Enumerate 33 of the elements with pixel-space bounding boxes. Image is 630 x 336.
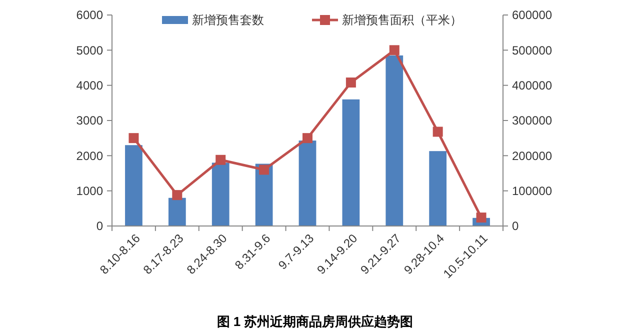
point [476, 212, 486, 223]
y2-tick-label: 200000 [512, 148, 552, 163]
point [216, 154, 226, 165]
bar [429, 151, 447, 226]
point [389, 45, 400, 56]
y-tick-label: 0 [96, 219, 104, 234]
bar [342, 99, 360, 226]
y2-tick-label: 100000 [512, 184, 552, 198]
y2-tick-label: 500000 [512, 43, 552, 58]
point [172, 190, 182, 200]
bar [168, 198, 186, 226]
point [432, 126, 443, 137]
point [259, 164, 270, 175]
text: 图 1 苏州近期商品房周供应趋势图 [216, 314, 414, 329]
y2-tick-label: 400000 [512, 78, 552, 93]
bar [386, 55, 404, 226]
y-tick-label: 3000 [76, 114, 104, 128]
y-tick-label: 1000 [76, 184, 104, 198]
y2-tick-label: 600000 [512, 8, 552, 22]
y-tick-label: 5000 [76, 43, 104, 58]
point [128, 133, 139, 144]
y-tick-label: 6000 [76, 8, 104, 22]
legend-label: 新增预售套数 [192, 13, 264, 28]
y-tick-label: 2000 [76, 148, 104, 163]
bar [125, 145, 142, 226]
bar [212, 162, 230, 226]
legend-label: 新增预售面积（平米） [342, 13, 462, 28]
point [302, 133, 312, 144]
y-tick-label: 4000 [76, 78, 104, 93]
y2-tick-label: 0 [512, 219, 519, 234]
y2-tick-label: 300000 [512, 114, 552, 128]
point [346, 78, 356, 88]
bar [298, 140, 316, 226]
